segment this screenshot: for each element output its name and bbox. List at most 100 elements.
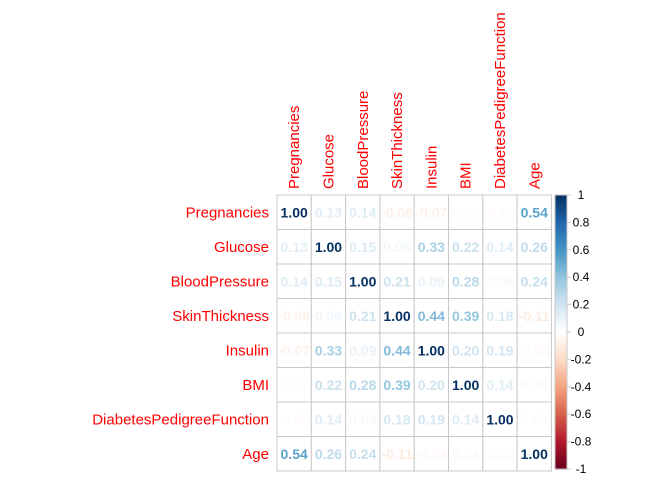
colorbar-band [555,227,567,230]
colorbar-tick-label: 0.2 [573,298,590,312]
row-label: Pregnancies [186,204,269,221]
colorbar-tick-label: -0.6 [571,407,592,421]
cell-value: 0.04 [452,446,479,462]
colorbar-band [555,308,567,311]
cell-value: 0.24 [349,446,376,462]
colorbar-band [555,290,567,293]
colorbar-band [555,323,567,326]
colorbar-band [555,377,567,380]
matrix-cell [413,263,450,299]
colorbar-band [555,277,567,280]
cell-value: 0.14 [349,204,376,220]
colorbar-band [555,436,567,439]
cell-value: 0.19 [418,411,445,427]
colorbar-band [555,326,567,329]
colorbar-band [555,393,567,396]
colorbar-band [555,255,567,258]
colorbar-band [555,211,567,214]
colorbar-band [555,262,567,265]
matrix-cell [482,263,518,299]
column-label: BloodPressure [355,91,372,189]
cell-value: 0.44 [418,308,445,324]
colorbar-band [555,356,567,359]
cell-value: 0.20 [452,342,479,358]
cell-value: 0.22 [315,377,342,393]
colorbar-band [555,463,567,466]
colorbar-band [555,385,567,388]
colorbar-band [555,405,567,408]
colorbar-band [555,247,567,250]
colorbar-tick-label: 0 [578,325,585,339]
colorbar-band [555,455,567,458]
row-label: SkinThickness [172,308,269,325]
colorbar-band [555,208,567,211]
cell-value: 1.00 [452,377,479,393]
matrix-cell [448,367,484,403]
colorbar-band [555,315,567,318]
colorbar-band [555,305,567,308]
colorbar-band [555,229,567,232]
colorbar-band [555,319,567,322]
colorbar-band [555,248,567,251]
cell-value: 0.14 [315,411,342,427]
colorbar-band [555,245,567,248]
cell-value: 0.14 [281,273,308,289]
cell-value: 1.00 [486,411,513,427]
colorbar-band [555,240,567,243]
row-label: Insulin [226,342,269,359]
colorbar-tick-label: -0.8 [571,435,592,449]
colorbar-band [555,453,567,456]
colorbar-band [555,286,567,289]
colorbar-band [555,392,567,395]
colorbar-tick-label: -1 [576,462,587,476]
colorbar-band [555,281,567,284]
colorbar-band [555,242,567,245]
cell-value: 0.21 [349,308,376,324]
cell-value: 0.14 [452,411,479,427]
column-label: Glucose [320,134,337,189]
cell-value: 0.02 [452,204,479,220]
matrix-cell [482,401,518,437]
matrix-cell [413,367,450,403]
colorbar-band [555,347,567,350]
colorbar-band [555,334,567,337]
colorbar-band [555,368,567,371]
colorbar-band [555,389,567,392]
colorbar-band [555,466,567,469]
matrix-cell [516,436,552,472]
colorbar-band [555,214,567,217]
colorbar-band [555,458,567,461]
colorbar-band [555,330,567,333]
colorbar-band [555,336,567,339]
colorbar-band [555,362,567,365]
colorbar-band [555,451,567,454]
matrix-cell [379,298,415,334]
colorbar-band [555,441,567,444]
colorbar-band [555,258,567,260]
cell-value: -0.03 [484,204,516,220]
colorbar-band [555,200,567,203]
matrix-cell [345,263,381,299]
colorbar-band [555,268,567,271]
colorbar-band [555,318,567,321]
colorbar-band [555,282,567,285]
colorbar-band [555,215,567,218]
colorbar-band [555,400,567,403]
colorbar-band [555,388,567,391]
matrix-cell [379,229,415,265]
colorbar-band [555,278,567,281]
colorbar-band [555,437,567,440]
cell-value: 0.39 [383,377,410,393]
colorbar-band [555,410,567,413]
colorbar-band [555,447,567,450]
matrix-cell [482,367,518,403]
colorbar-band [555,438,567,441]
colorbar-band [555,333,567,336]
colorbar-band [555,295,567,297]
colorbar-band [555,241,567,244]
cell-value: 0.03 [521,411,548,427]
colorbar-band [555,251,567,254]
cell-value: 0.13 [315,204,342,220]
matrix-cell [310,401,347,437]
colorbar-band [555,448,567,451]
